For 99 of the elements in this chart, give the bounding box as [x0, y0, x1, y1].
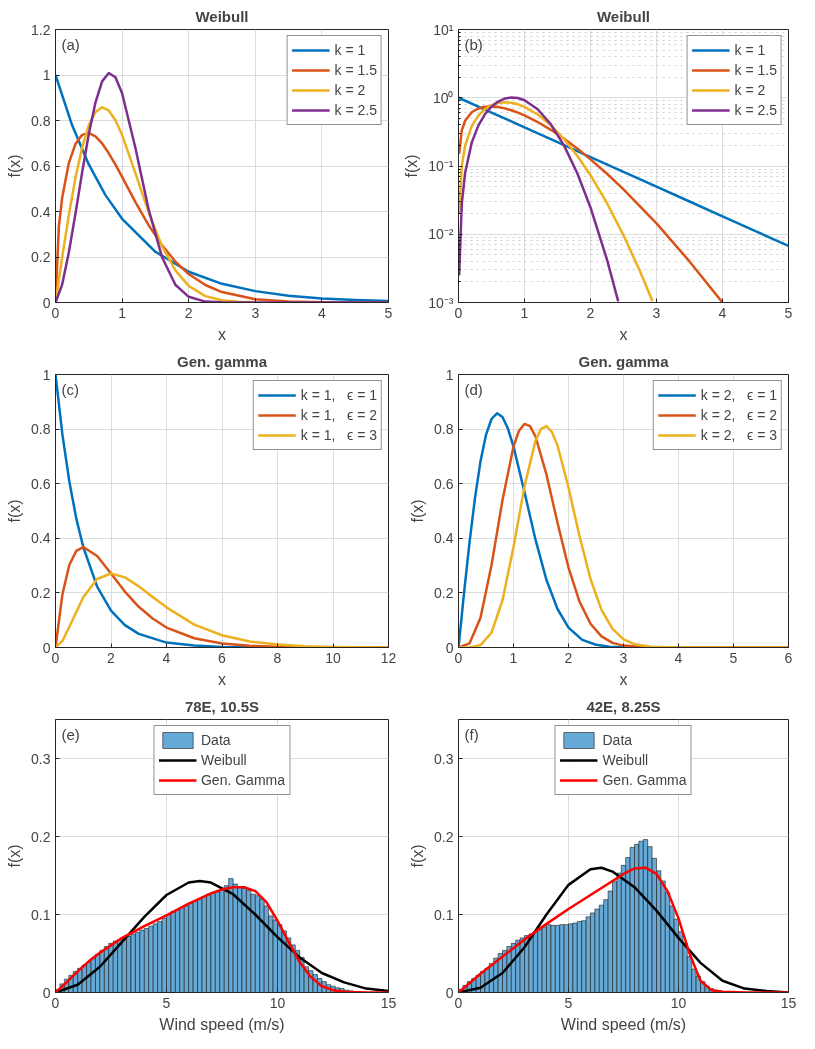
- x-tick-label: 6: [784, 649, 793, 666]
- legend-label: Data: [602, 732, 633, 748]
- x-tick-label: 2: [107, 649, 116, 666]
- legend-label: Gen. Gamma: [200, 772, 286, 788]
- x-tick-label: 12: [380, 649, 397, 666]
- legend-label: Gen. Gamma: [602, 772, 687, 788]
- chart-title: Gen. gamma: [578, 352, 670, 370]
- x-tick-label: 2: [184, 304, 193, 321]
- chart-title: Gen. gamma: [176, 352, 268, 370]
- y-tick-label: 10⁻²: [428, 226, 454, 243]
- x-tick-label: 15: [380, 994, 397, 1011]
- x-tick-label: 3: [619, 649, 628, 666]
- legend-label: k = 1, ϵ = 1: [300, 387, 377, 403]
- x-tick-label: 4: [674, 649, 683, 666]
- x-tick-label: 10: [269, 994, 286, 1011]
- y-axis-title: f(x): [6, 499, 24, 523]
- y-tick-label: 0.3: [434, 750, 454, 767]
- y-tick-label: 0.3: [31, 750, 51, 767]
- y-tick-label: 0.1: [434, 906, 454, 923]
- y-tick-label: 10¹: [433, 21, 454, 38]
- legend-label: k = 2.5: [334, 102, 377, 118]
- legend-label: k = 2: [334, 82, 366, 98]
- x-tick-label: 4: [162, 649, 171, 666]
- y-tick-label: 0.4: [434, 530, 454, 547]
- y-tick-label: 0.8: [31, 112, 51, 129]
- y-tick-label: 1.2: [31, 21, 51, 38]
- y-tick-label: 1: [445, 366, 454, 383]
- legend-label: k = 2, ϵ = 1: [700, 387, 777, 403]
- legend-label: k = 1, ϵ = 3: [300, 427, 377, 443]
- y-tick-label: 0.2: [31, 249, 51, 265]
- x-axis-title: Wind speed (m/s): [159, 1015, 285, 1033]
- y-tick-label: 0.8: [31, 421, 51, 438]
- annotation: (e): [61, 725, 80, 743]
- y-axis-title: f(x): [6, 844, 24, 868]
- x-tick-label: 15: [780, 994, 797, 1011]
- legend-label: k = 1.5: [734, 62, 777, 78]
- y-tick-label: 0.2: [31, 828, 51, 845]
- legend-label: k = 1: [734, 42, 766, 58]
- y-axis-title: f(x): [409, 499, 427, 523]
- y-tick-label: 0.2: [434, 828, 454, 845]
- x-tick-label: 3: [251, 304, 260, 321]
- chart-title: 78E, 10.5S: [184, 697, 260, 715]
- legend-label: k = 2: [734, 82, 766, 98]
- y-axis-title: f(x): [409, 844, 427, 868]
- annotation: (f): [464, 725, 479, 743]
- y-tick-label: 1: [42, 366, 51, 383]
- annotation: (c): [61, 380, 79, 398]
- annotation: (d): [464, 380, 483, 398]
- chart-title: Weibull: [596, 7, 651, 25]
- x-axis-title: x: [218, 670, 226, 688]
- x-tick-label: 2: [564, 649, 573, 666]
- chart-title: Weibull: [195, 7, 249, 25]
- y-tick-label: 0.1: [31, 906, 51, 923]
- chart-title: 42E, 8.25S: [586, 697, 661, 715]
- y-tick-label: 0.6: [31, 158, 51, 174]
- x-tick-label: 5: [784, 304, 793, 321]
- legend-label: k = 1.5: [334, 62, 377, 78]
- legend-label: k = 2, ϵ = 2: [700, 407, 777, 423]
- annotation: (a): [61, 35, 80, 53]
- x-tick-label: 1: [520, 304, 529, 321]
- legend-label: k = 2, ϵ = 3: [700, 427, 777, 443]
- y-tick-label: 0.6: [31, 475, 51, 492]
- x-tick-label: 1: [118, 304, 127, 321]
- x-axis-title: x: [218, 325, 226, 343]
- y-tick-label: 10⁻¹: [428, 158, 454, 174]
- y-axis-title: f(x): [403, 154, 421, 178]
- legend-label: k = 1: [334, 42, 366, 58]
- y-tick-label: 1: [42, 67, 51, 83]
- x-tick-label: 5: [384, 304, 393, 321]
- legend-label: Weibull: [602, 752, 649, 768]
- y-tick-label: 0.4: [31, 530, 51, 547]
- y-tick-label: 0.2: [434, 584, 454, 601]
- x-tick-label: 6: [218, 649, 227, 666]
- x-tick-label: 5: [162, 994, 171, 1011]
- x-axis-title: x: [619, 325, 628, 343]
- x-tick-label: 1: [509, 649, 518, 666]
- x-tick-label: 5: [729, 649, 738, 666]
- x-tick-label: 4: [718, 304, 727, 321]
- x-tick-label: 2: [586, 304, 595, 321]
- x-tick-label: 8: [273, 649, 282, 666]
- y-tick-label: 0.8: [434, 421, 454, 438]
- x-axis-title: x: [619, 670, 628, 688]
- x-tick-label: 3: [652, 304, 661, 321]
- legend-label: Weibull: [200, 752, 247, 768]
- x-tick-label: 10: [325, 649, 341, 666]
- x-axis-title: Wind speed (m/s): [560, 1015, 687, 1033]
- y-tick-label: 10⁻³: [428, 294, 454, 311]
- x-tick-label: 4: [318, 304, 327, 321]
- legend-label: k = 1, ϵ = 2: [300, 407, 377, 423]
- x-tick-label: 5: [564, 994, 573, 1011]
- x-tick-label: 10: [670, 994, 687, 1011]
- y-tick-label: 0.4: [31, 203, 51, 220]
- annotation: (b): [464, 35, 483, 53]
- legend-label: k = 2.5: [734, 102, 777, 118]
- legend-label: Data: [200, 732, 231, 748]
- y-axis-title: f(x): [6, 154, 24, 178]
- y-tick-label: 0.6: [434, 475, 454, 492]
- y-tick-label: 0.2: [31, 584, 51, 601]
- y-tick-label: 10⁰: [432, 89, 454, 106]
